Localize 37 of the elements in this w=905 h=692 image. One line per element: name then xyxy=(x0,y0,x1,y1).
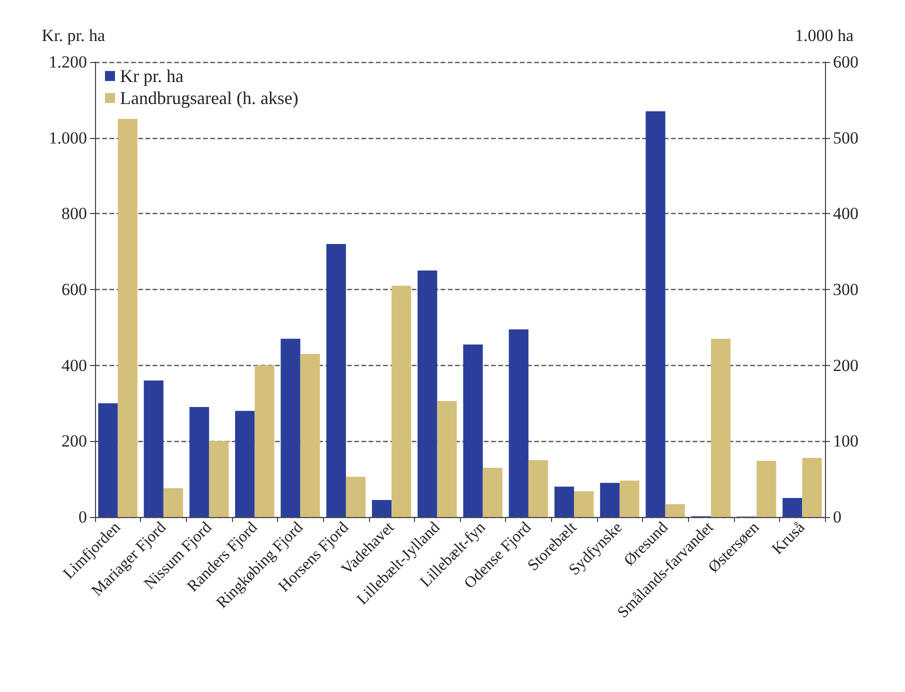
y-tick-label: 200 xyxy=(62,432,87,451)
legend-label: Landbrugsareal (h. akse) xyxy=(120,88,298,108)
y2-tick-label: 400 xyxy=(833,204,858,224)
bar xyxy=(665,504,685,517)
bar xyxy=(98,403,118,517)
legend-label: Kr pr. ha xyxy=(120,66,184,86)
bar xyxy=(163,488,184,517)
y2-tick-label: 600 xyxy=(833,52,858,72)
bar xyxy=(782,498,802,517)
y-tick-label: 0 xyxy=(78,508,87,526)
bar xyxy=(372,500,392,517)
y-tick-label: 1.000 xyxy=(48,128,87,148)
bar xyxy=(392,286,412,517)
bar xyxy=(118,118,138,517)
bar xyxy=(482,468,502,517)
y2-axis-title: 1.000 ha xyxy=(795,26,854,45)
y2-tick-label: 100 xyxy=(833,432,858,451)
y2-tick-label: 0 xyxy=(833,508,842,526)
y2-tick-label: 300 xyxy=(833,280,858,299)
bar xyxy=(802,458,822,517)
bar xyxy=(326,244,346,517)
bar xyxy=(710,338,731,517)
bar xyxy=(346,476,366,517)
y-axis-title: Kr. pr. ha xyxy=(42,26,106,45)
y-tick-label: 600 xyxy=(62,280,87,299)
y-tick-label: 400 xyxy=(62,356,87,375)
y2-tick-label: 500 xyxy=(833,128,858,148)
y2-tick-label: 200 xyxy=(833,356,858,375)
y-tick-label: 800 xyxy=(62,204,87,224)
bar xyxy=(528,460,548,517)
bar xyxy=(144,380,164,517)
bar xyxy=(508,329,528,517)
bar xyxy=(418,270,438,517)
bar xyxy=(463,344,483,517)
bar xyxy=(646,111,666,517)
bar xyxy=(756,460,776,517)
y-tick-label: 1.200 xyxy=(48,52,87,72)
